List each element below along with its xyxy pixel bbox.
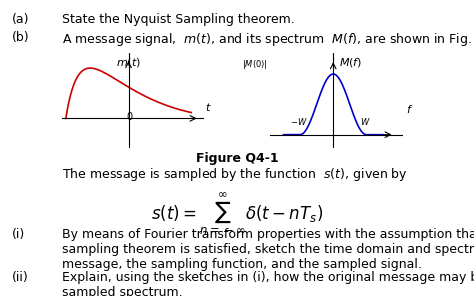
Text: The message is sampled by the function  $s(t)$, given by: The message is sampled by the function $… — [62, 166, 408, 183]
Text: $s(t) = \sum_{n=-\infty}^{\infty} \delta(t - nT_s)$: $s(t) = \sum_{n=-\infty}^{\infty} \delta… — [151, 191, 323, 237]
Text: (i): (i) — [12, 228, 25, 241]
Text: $|M(0)|$: $|M(0)|$ — [242, 58, 267, 71]
Text: (ii): (ii) — [12, 271, 28, 284]
Text: $-W$: $-W$ — [290, 116, 308, 127]
Text: $M(f)$: $M(f)$ — [339, 56, 363, 69]
Text: By means of Fourier transform properties with the assumption that the Nyquist
sa: By means of Fourier transform properties… — [62, 228, 474, 271]
Text: $f$: $f$ — [406, 103, 413, 115]
Text: State the Nyquist Sampling theorem.: State the Nyquist Sampling theorem. — [62, 13, 294, 26]
Text: $W$: $W$ — [360, 116, 370, 127]
Text: $t$: $t$ — [205, 101, 212, 113]
Text: (b): (b) — [12, 31, 29, 44]
Text: Figure Q4-1: Figure Q4-1 — [196, 152, 278, 165]
Text: $m(t)$: $m(t)$ — [116, 56, 141, 69]
Text: A message signal,  $m(t)$, and its spectrum  $M(f)$, are shown in Fig. Q4-1.: A message signal, $m(t)$, and its spectr… — [62, 31, 474, 48]
Text: $0$: $0$ — [126, 110, 134, 122]
Text: Explain, using the sketches in (i), how the original message may be recovered fr: Explain, using the sketches in (i), how … — [62, 271, 474, 296]
Text: (a): (a) — [12, 13, 29, 26]
